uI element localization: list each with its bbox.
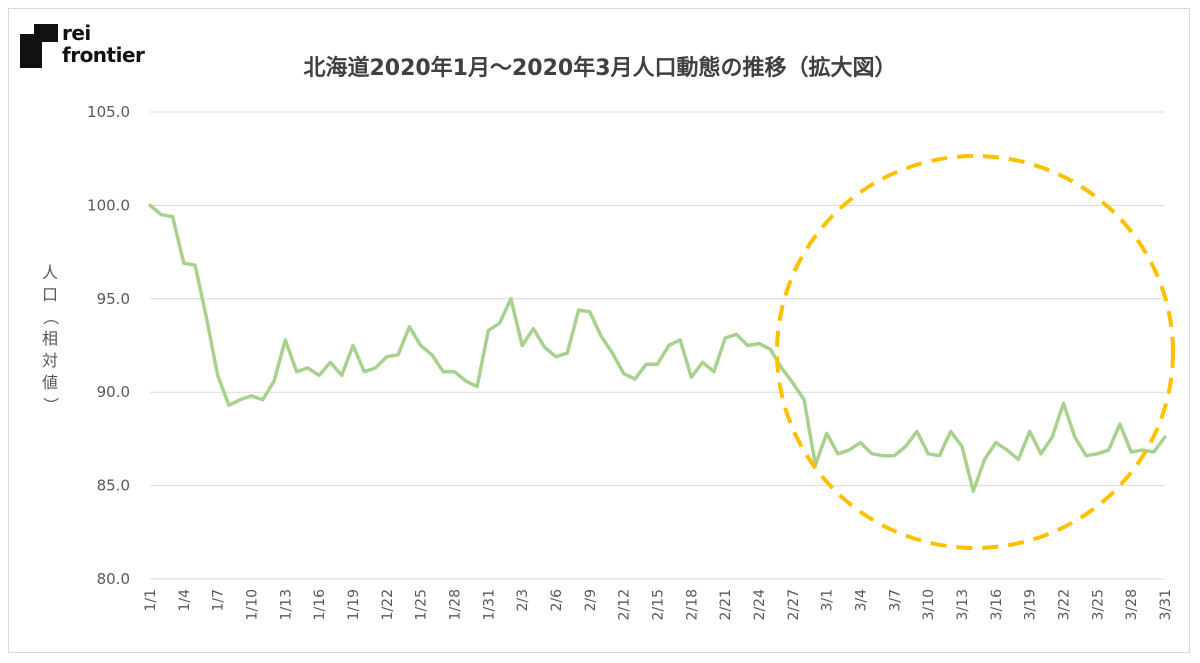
x-tick-label: 3/19 — [1023, 589, 1039, 620]
y-axis-label-char: 口 — [41, 285, 58, 304]
x-tick-label: 2/18 — [684, 589, 700, 620]
logo-word-1: rei — [62, 21, 91, 45]
x-tick-label: 3/16 — [989, 589, 1005, 621]
y-tick-label: 80.0 — [97, 570, 130, 588]
x-tick-label: 2/12 — [617, 589, 633, 620]
x-tick-label: 3/28 — [1124, 589, 1140, 620]
rei-frontier-logo: rei frontier — [20, 21, 170, 72]
x-tick-label: 2/24 — [752, 589, 768, 621]
x-tick-label: 2/9 — [583, 589, 599, 612]
x-tick-label: 1/25 — [414, 589, 430, 620]
highlight-ellipse — [775, 154, 1175, 550]
x-tick-label: 1/7 — [211, 589, 227, 612]
x-tick-label: 3/7 — [887, 589, 903, 612]
x-tick-label: 1/22 — [380, 589, 396, 620]
x-tick-label: 3/4 — [854, 589, 870, 612]
x-tick-label: 1/16 — [312, 589, 328, 621]
rei-frontier-logo-mark — [20, 24, 58, 68]
x-tick-label: 1/13 — [278, 589, 294, 620]
series-layer — [148, 203, 1167, 493]
y-tick-label: 90.0 — [97, 383, 130, 401]
y-axis-label-char: 相 — [41, 329, 58, 348]
x-tick-labels: 1/1 1/4 1/7 1/10 1/13 1/16 1/19 1/22 1/25 1/28 1/3… — [143, 589, 1174, 621]
x-tick-label: 1/1 — [143, 589, 159, 612]
chart-title: 北海道2020年1月～2020年3月人口動態の推移（拡大図） — [303, 56, 897, 81]
y-tick-labels: 80.0 85.0 90.0 95.0 100.0 105.0 — [87, 103, 130, 588]
x-tick-label: 3/10 — [921, 589, 937, 620]
x-tick-label: 3/22 — [1057, 589, 1073, 620]
x-tick-label: 3/25 — [1090, 589, 1106, 620]
y-axis-label-char: 値 — [41, 373, 58, 392]
x-tick-label: 2/15 — [651, 589, 667, 620]
x-tick-label: 1/10 — [245, 589, 261, 620]
y-axis-label-char: 人 — [41, 263, 58, 282]
x-tick-label: 2/3 — [515, 589, 531, 612]
x-tick-label: 2/21 — [718, 589, 734, 620]
x-tick-label: 3/1 — [820, 589, 836, 612]
x-tick-label: 1/19 — [346, 589, 362, 620]
y-tick-label: 100.0 — [87, 196, 130, 214]
y-axis-label: 人口（相対値） — [38, 262, 62, 416]
x-tick-label: 3/13 — [955, 589, 971, 620]
logo-word-2: frontier — [62, 43, 145, 67]
y-tick-label: 95.0 — [97, 290, 130, 308]
x-tick-label: 1/28 — [448, 589, 464, 620]
y-tick-label: 105.0 — [87, 103, 130, 121]
y-axis-label-char: 対 — [41, 351, 58, 370]
logo-wordmark: rei frontier — [62, 21, 145, 67]
series-line — [148, 203, 1167, 493]
gridlines — [150, 111, 1165, 580]
x-tick-label: 2/27 — [786, 589, 802, 620]
annotation-layer — [775, 154, 1175, 550]
x-tick-label: 2/6 — [549, 589, 565, 612]
x-tick-label: 1/31 — [481, 589, 497, 620]
chart-frame — [8, 8, 1190, 653]
x-tick-label: 1/4 — [177, 589, 193, 612]
x-tick-label: 3/31 — [1158, 589, 1174, 620]
y-tick-label: 85.0 — [97, 477, 130, 495]
